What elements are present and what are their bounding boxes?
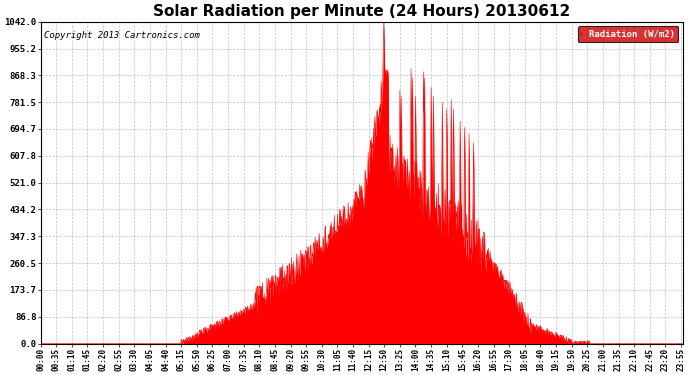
Legend: Radiation (W/m2): Radiation (W/m2) bbox=[578, 26, 678, 42]
Text: Copyright 2013 Cartronics.com: Copyright 2013 Cartronics.com bbox=[43, 32, 199, 40]
Title: Solar Radiation per Minute (24 Hours) 20130612: Solar Radiation per Minute (24 Hours) 20… bbox=[153, 4, 571, 19]
